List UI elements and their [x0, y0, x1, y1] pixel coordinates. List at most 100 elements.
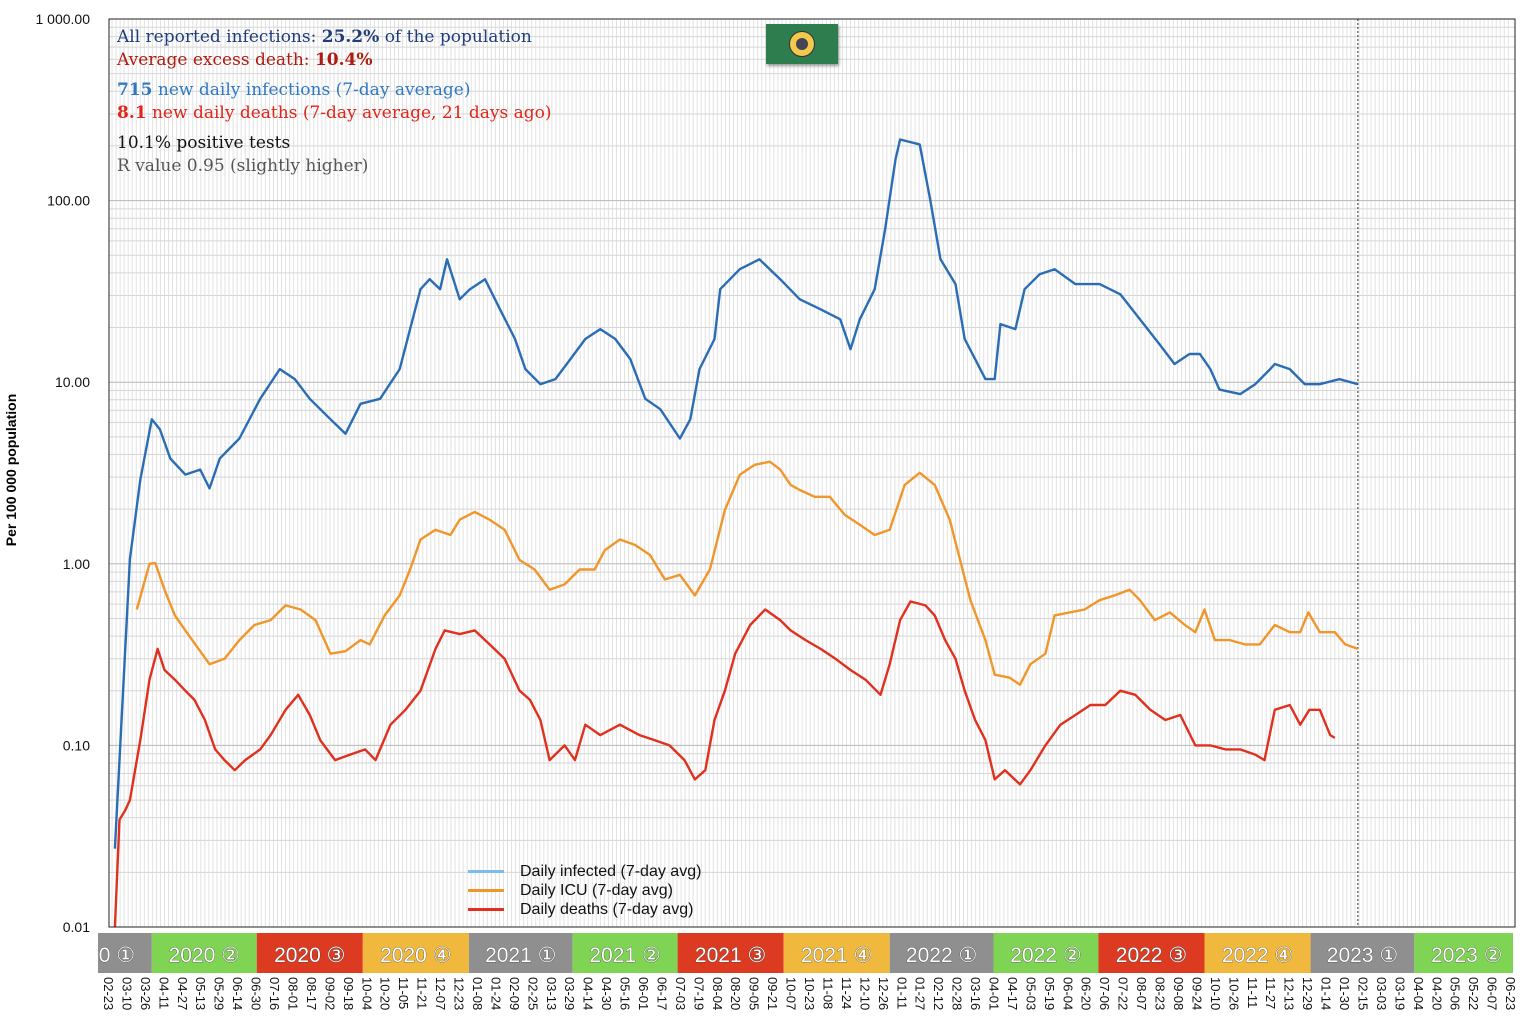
quarter-band [362, 933, 469, 973]
x-tick-label: 07-06 [1097, 977, 1112, 1010]
quarter-band [677, 933, 784, 973]
positive-tests: 10.1% positive tests [117, 133, 291, 153]
label: of the population [379, 27, 532, 47]
x-tick-label: 12-26 [876, 977, 891, 1010]
y-tick-label: 1.00 [63, 556, 90, 572]
quarter-band [98, 933, 152, 973]
x-tick-label: 08-04 [710, 977, 725, 1010]
x-tick-label: 06-20 [1079, 977, 1094, 1010]
x-tick-label: 11-27 [1263, 977, 1278, 1009]
x-tick-label: 01-30 [1337, 977, 1352, 1010]
x-tick-label: 08-07 [1134, 977, 1149, 1010]
daily-deaths-line: 8.1 new daily deaths (7-day average, 21 … [117, 102, 552, 125]
x-tick-label: 06-04 [1060, 977, 1075, 1010]
x-tick-label: 11-21 [415, 977, 430, 1009]
y-axis-title: Per 100 000 population [3, 393, 19, 547]
quarter-label: 2021 ① [485, 944, 556, 967]
x-tick-label: 06-01 [636, 977, 651, 1010]
quarter-label: 2021 ④ [801, 944, 872, 967]
quarter-label: 2022 ④ [1222, 944, 1293, 967]
x-tick-label: 04-01 [987, 977, 1002, 1010]
quarter-label: 2020 ① [64, 944, 135, 967]
x-tick-label: 04-30 [599, 977, 614, 1010]
x-tick-label: 02-15 [1355, 977, 1370, 1010]
quarter-band [256, 933, 363, 973]
legend-item-icu: Daily ICU (7-day avg) [468, 881, 701, 900]
quarter-label: 2023 ① [1327, 944, 1398, 967]
y-tick-label: 0.10 [63, 737, 90, 753]
x-tick-label: 07-19 [691, 977, 706, 1010]
x-tick-label: 12-13 [1282, 977, 1297, 1010]
plot-background [109, 19, 1515, 927]
x-tick-label: 06-14 [230, 977, 245, 1010]
x-tick-label: 08-23 [1153, 977, 1168, 1010]
x-tick-label: 07-03 [673, 977, 688, 1010]
x-tick-label: 05-03 [1023, 977, 1038, 1010]
x-tick-label: 01-24 [488, 977, 503, 1010]
quarter-label: 2022 ① [906, 944, 977, 967]
x-tick-label: 03-13 [544, 977, 559, 1010]
x-tick-label: 08-20 [728, 977, 743, 1010]
quarter-label: 2023 ② [1431, 944, 1502, 967]
y-tick-label: 100.00 [47, 193, 90, 209]
x-tick-label: 12-23 [452, 977, 467, 1010]
y-tick-label: 10.00 [55, 374, 90, 390]
x-tick-label: 06-30 [249, 977, 264, 1010]
series-line-infected [113, 138, 1359, 849]
r-value: R value 0.95 (slightly higher) [117, 156, 369, 176]
label: new daily deaths (7-day average, 21 days… [146, 103, 552, 123]
excess-pct: 10.4% [314, 50, 373, 70]
series-line-icu [135, 460, 1359, 686]
label: new daily infections (7-day average) [152, 80, 471, 100]
x-tick-label: 02-12 [931, 977, 946, 1010]
excess-death-line: Average excess death: 10.4% [117, 49, 373, 72]
total-infections-line: All reported infections: 25.2% of the po… [117, 26, 532, 49]
legend-item-deaths: Daily deaths (7-day avg) [468, 900, 701, 919]
x-tick-label: 03-26 [138, 977, 153, 1010]
x-tick-label: 11-08 [820, 977, 835, 1009]
x-tick-label: 10-23 [802, 977, 817, 1010]
quarter-label: 2020 ④ [380, 944, 451, 967]
x-tick-label: 10-07 [784, 977, 799, 1010]
x-tick-label: 05-22 [1466, 977, 1481, 1010]
y-tick-label: 0.01 [63, 919, 90, 935]
x-tick-label: 01-11 [894, 977, 909, 1009]
quarter-label: 2022 ② [1010, 944, 1081, 967]
quarter-band [889, 933, 994, 973]
quarter-band [572, 933, 678, 973]
daily-deaths-value: 8.1 [117, 103, 147, 123]
x-tick-label: 03-03 [1374, 977, 1389, 1010]
legend-label: Daily infected (7-day avg) [520, 863, 702, 880]
x-tick-label: 01-14 [1319, 977, 1334, 1010]
quarter-band [783, 933, 890, 973]
label: All reported infections: [117, 27, 322, 47]
x-tick-label: 02-28 [950, 977, 965, 1010]
legend-item-infected: Daily infected (7-day avg) [468, 862, 701, 881]
x-tick-label: 04-17 [1005, 977, 1020, 1010]
x-tick-label: 04-11 [156, 977, 171, 1009]
x-tick-label: 10-26 [1226, 977, 1241, 1010]
x-tick-label: 02-09 [507, 977, 522, 1010]
x-tick-label: 08-17 [304, 977, 319, 1010]
x-tick-label: 03-10 [119, 977, 134, 1010]
legend-swatch-icu [468, 889, 504, 892]
quarter-band [993, 933, 1099, 973]
quarter-band [468, 933, 573, 973]
x-tick-label: 12-29 [1300, 977, 1315, 1010]
series-line-deaths [113, 600, 1336, 928]
quarter-band [1098, 933, 1205, 973]
x-tick-label: 06-07 [1485, 977, 1500, 1010]
quarter-band [1204, 933, 1311, 973]
x-tick-label: 09-02 [322, 977, 337, 1010]
x-tick-label: 11-24 [839, 977, 854, 1009]
y-axis-labels: 1 000.00 100.00 10.00 1.00 0.10 0.01 [36, 11, 91, 935]
legend-label: Daily ICU (7-day avg) [520, 882, 673, 899]
quarter-label: 2021 ② [589, 944, 660, 967]
x-tick-label: 04-04 [1411, 977, 1426, 1010]
quarter-band [1310, 933, 1415, 973]
x-tick-label: 12-10 [857, 977, 872, 1010]
x-tick-label: 10-04 [359, 977, 374, 1010]
x-tick-label: 05-13 [193, 977, 208, 1010]
x-tick-label: 10-20 [378, 977, 393, 1010]
grid [109, 19, 1515, 928]
